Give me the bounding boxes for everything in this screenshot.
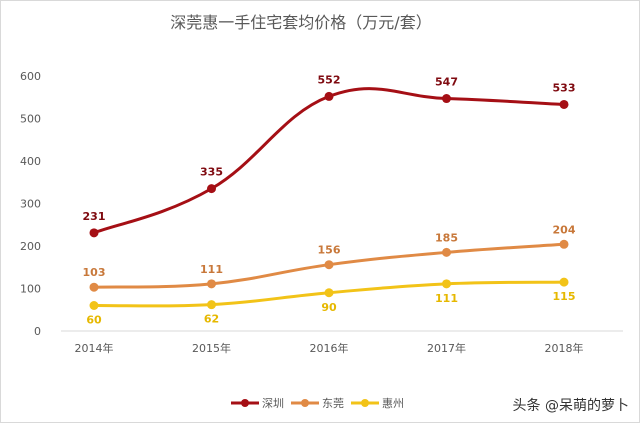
y-tick-label: 400 (20, 155, 41, 168)
data-point (207, 300, 216, 310)
data-label: 552 (318, 73, 341, 86)
data-label: 156 (318, 244, 341, 257)
x-tick-label: 2014年 (75, 341, 114, 355)
data-point (89, 301, 99, 310)
legend-item-2: 东莞 (291, 397, 344, 410)
data-label: 111 (435, 292, 458, 305)
data-point (559, 99, 569, 109)
legend-swatch-marker (301, 399, 309, 407)
data-label: 204 (553, 223, 576, 236)
data-label: 103 (83, 266, 106, 279)
legend-label: 深圳 (262, 397, 284, 410)
data-point (207, 184, 216, 194)
x-tick-label: 2015年 (192, 341, 231, 355)
y-tick-label: 300 (20, 198, 41, 211)
data-label: 60 (86, 314, 102, 327)
data-point (324, 288, 334, 298)
data-label: 62 (204, 313, 219, 326)
x-tick-label: 2017年 (427, 341, 466, 355)
x-tick-label: 2018年 (545, 341, 584, 355)
y-tick-label: 600 (20, 70, 41, 83)
data-label: 231 (83, 210, 106, 223)
data-label: 185 (435, 231, 458, 244)
data-point (442, 247, 451, 257)
legend-swatch-marker (361, 399, 369, 407)
y-tick-label: 100 (20, 283, 41, 296)
data-label: 115 (553, 290, 576, 303)
x-tick-label: 2016年 (310, 341, 349, 355)
y-tick-label: 200 (20, 240, 41, 253)
data-point (324, 260, 334, 270)
legend-item-3: 惠州 (351, 396, 404, 410)
data-label: 533 (553, 81, 576, 94)
data-point (207, 279, 216, 289)
legend-label: 惠州 (382, 396, 404, 410)
data-label: 335 (200, 166, 223, 179)
series-line-1 (93, 87, 565, 235)
chart-title: 深莞惠一手住宅套均价格（万元/套） (170, 13, 431, 32)
data-point (559, 277, 569, 287)
legend-label: 东莞 (322, 397, 344, 410)
legend-swatch-marker (241, 399, 249, 407)
data-point (89, 228, 99, 238)
data-label: 111 (200, 263, 223, 276)
watermark: 头条 @呆萌的萝卜 (513, 397, 629, 414)
legend-item-1: 深圳 (231, 397, 284, 410)
data-label: 547 (435, 76, 458, 89)
data-point (89, 282, 99, 292)
y-tick-label: 500 (20, 113, 41, 126)
data-point (559, 239, 569, 249)
data-point (324, 91, 334, 101)
data-point (442, 279, 451, 289)
y-tick-label: 0 (34, 325, 41, 338)
data-label: 90 (321, 301, 337, 314)
data-point (442, 94, 451, 104)
